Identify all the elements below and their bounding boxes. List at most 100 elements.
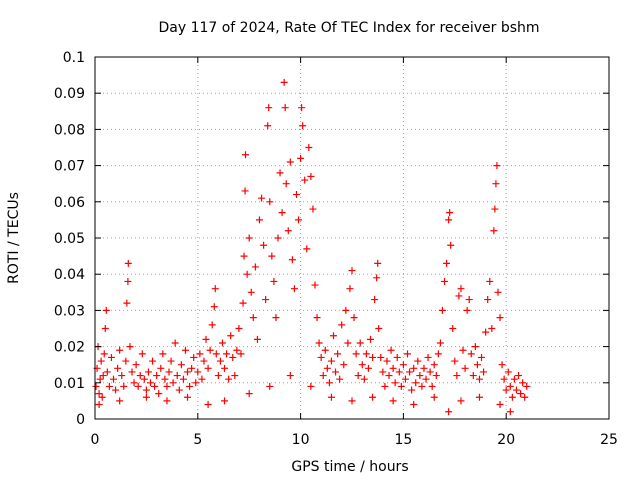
data-point bbox=[221, 397, 229, 405]
data-point bbox=[426, 368, 434, 376]
data-point bbox=[292, 191, 300, 199]
data-point bbox=[243, 270, 251, 278]
data-point bbox=[103, 368, 111, 376]
data-point bbox=[266, 198, 274, 206]
data-point bbox=[373, 274, 381, 282]
y-tick-label: 0.05 bbox=[54, 231, 85, 247]
data-point bbox=[510, 375, 518, 383]
data-point bbox=[389, 397, 397, 405]
data-point bbox=[95, 390, 103, 398]
data-point bbox=[179, 375, 187, 383]
data-point bbox=[377, 353, 385, 361]
data-point bbox=[311, 281, 319, 289]
data-point bbox=[523, 382, 531, 390]
data-point bbox=[342, 306, 350, 314]
data-point bbox=[175, 386, 183, 394]
y-tick-label: 0.02 bbox=[54, 340, 85, 356]
data-point bbox=[225, 375, 233, 383]
data-point bbox=[416, 372, 424, 380]
data-point bbox=[346, 285, 354, 293]
data-point bbox=[506, 408, 514, 416]
data-point bbox=[237, 350, 245, 358]
data-point bbox=[369, 393, 377, 401]
data-point bbox=[301, 176, 309, 184]
data-point bbox=[278, 209, 286, 217]
data-point bbox=[379, 368, 387, 376]
data-point bbox=[473, 361, 481, 369]
data-point bbox=[155, 390, 163, 398]
data-point bbox=[371, 296, 379, 304]
data-point bbox=[325, 379, 333, 387]
data-point bbox=[488, 325, 496, 332]
data-point bbox=[461, 364, 469, 372]
data-point bbox=[262, 296, 270, 304]
data-point bbox=[255, 216, 263, 224]
data-point bbox=[309, 205, 317, 213]
data-point bbox=[305, 144, 313, 151]
data-point bbox=[286, 372, 294, 380]
data-point bbox=[486, 277, 494, 285]
data-point bbox=[188, 364, 196, 372]
data-point bbox=[445, 216, 453, 224]
data-point bbox=[391, 379, 399, 387]
data-point bbox=[315, 339, 323, 347]
data-point bbox=[105, 382, 113, 390]
data-point bbox=[204, 364, 212, 372]
data-point bbox=[299, 122, 307, 130]
data-point bbox=[128, 368, 136, 376]
data-point bbox=[102, 306, 110, 314]
data-point bbox=[336, 375, 344, 383]
grid bbox=[95, 57, 609, 419]
y-tick-label: 0.03 bbox=[54, 303, 85, 319]
data-point bbox=[445, 408, 453, 416]
data-point bbox=[274, 234, 282, 242]
data-point bbox=[352, 350, 360, 358]
data-point bbox=[430, 393, 438, 401]
data-point bbox=[241, 187, 249, 195]
data-point bbox=[491, 205, 499, 213]
data-point bbox=[504, 368, 512, 376]
data-point bbox=[284, 227, 292, 235]
data-point bbox=[159, 350, 167, 358]
data-point bbox=[399, 361, 407, 369]
data-point bbox=[198, 375, 206, 383]
data-point bbox=[500, 375, 508, 383]
data-point bbox=[374, 259, 382, 267]
data-point bbox=[457, 397, 465, 405]
data-point bbox=[99, 372, 107, 380]
data-point bbox=[163, 397, 171, 405]
data-point bbox=[214, 372, 222, 380]
data-point bbox=[334, 350, 342, 358]
data-point bbox=[270, 277, 278, 285]
data-point bbox=[319, 372, 327, 380]
data-point bbox=[298, 104, 306, 112]
data-point bbox=[340, 361, 348, 369]
data-point bbox=[249, 314, 257, 322]
data-point bbox=[173, 372, 181, 380]
data-point bbox=[223, 350, 231, 358]
data-point bbox=[410, 364, 418, 372]
data-point bbox=[218, 339, 226, 347]
data-point bbox=[348, 397, 356, 405]
data-point bbox=[186, 382, 194, 390]
data-point bbox=[184, 368, 192, 376]
data-point bbox=[480, 368, 488, 376]
data-point bbox=[97, 357, 105, 365]
data-point bbox=[360, 375, 368, 383]
data-point bbox=[116, 346, 124, 354]
data-point bbox=[446, 209, 454, 217]
data-point bbox=[122, 357, 130, 365]
data-point bbox=[210, 303, 218, 311]
y-tick-label: 0.06 bbox=[54, 195, 85, 211]
data-point bbox=[134, 382, 142, 390]
x-tick-label: 5 bbox=[193, 432, 202, 448]
data-point bbox=[114, 364, 122, 372]
data-point bbox=[265, 104, 273, 112]
data-point bbox=[221, 364, 229, 372]
data-point bbox=[286, 158, 294, 166]
data-point bbox=[434, 350, 442, 358]
data-point bbox=[144, 368, 152, 376]
data-point bbox=[422, 375, 430, 383]
data-point bbox=[239, 299, 247, 307]
data-point bbox=[107, 353, 115, 361]
